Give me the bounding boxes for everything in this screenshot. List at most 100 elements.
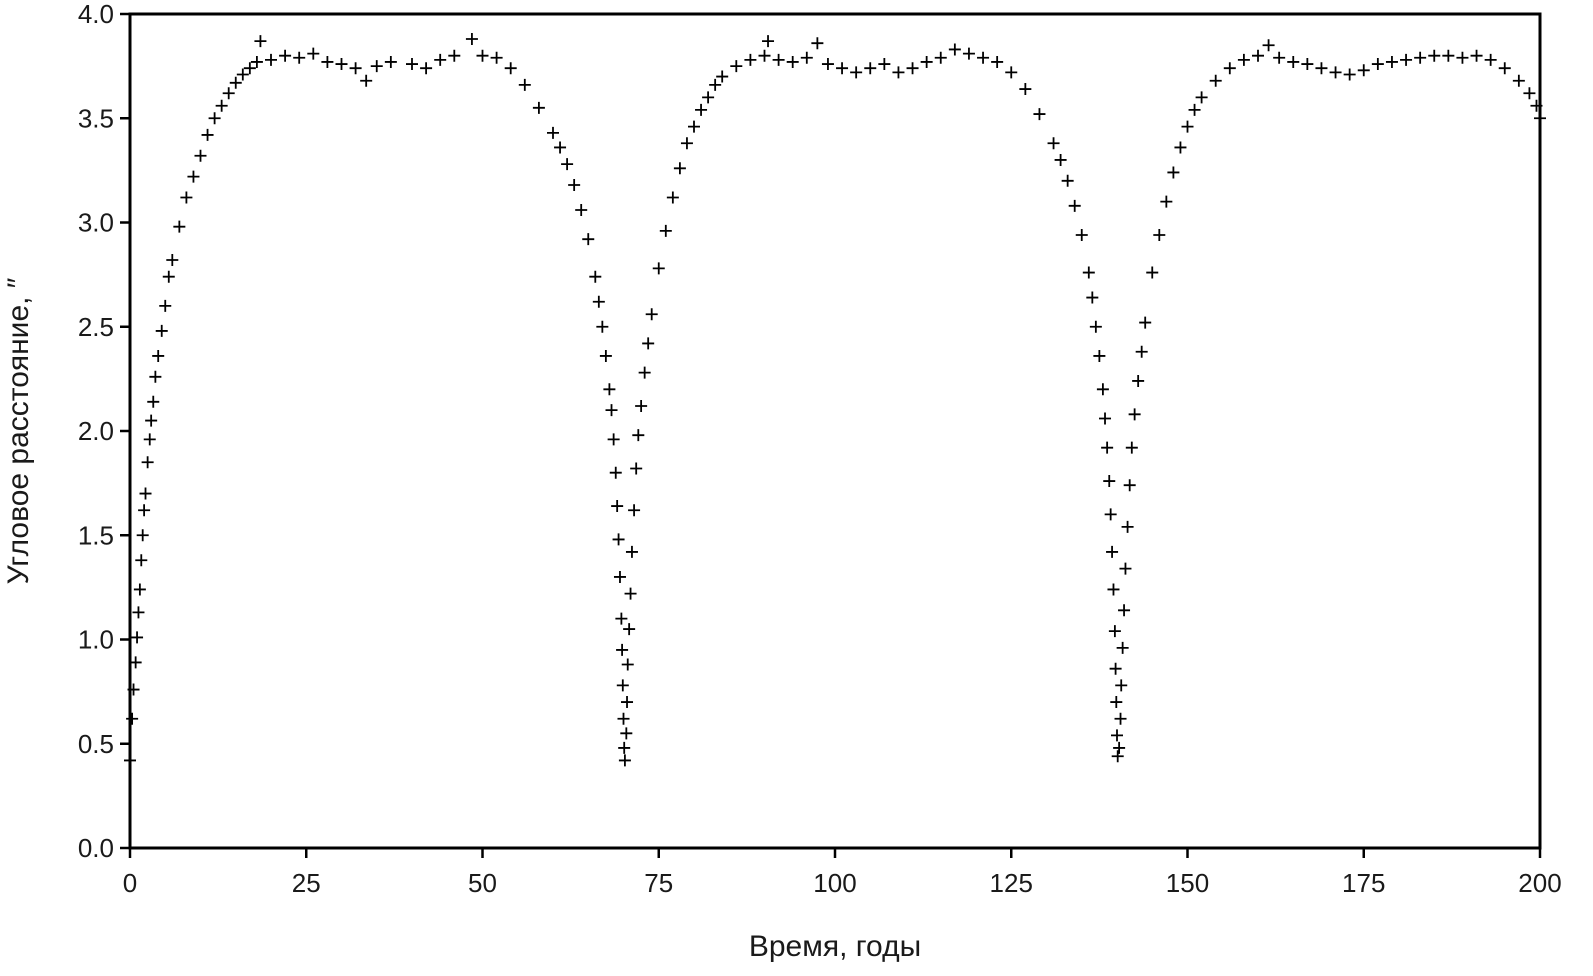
y-axis-title: Угловое расстояние, ″ — [2, 277, 35, 584]
data-point — [666, 191, 679, 204]
data-point — [811, 37, 824, 50]
x-axis-title: Время, годы — [749, 930, 921, 963]
data-point — [152, 349, 165, 362]
data-point — [1047, 137, 1060, 150]
data-point — [652, 262, 665, 275]
data-point — [1110, 696, 1123, 709]
data-point — [229, 76, 242, 89]
data-point — [1106, 545, 1119, 558]
data-point — [892, 66, 905, 79]
data-point — [293, 51, 306, 64]
data-point — [621, 696, 634, 709]
data-point — [1096, 383, 1109, 396]
data-point — [621, 658, 634, 671]
data-point — [1109, 662, 1122, 675]
data-point — [762, 35, 775, 48]
data-point — [758, 49, 771, 62]
data-point — [609, 466, 622, 479]
y-tick-label: 4.0 — [78, 0, 114, 29]
data-point — [126, 712, 139, 725]
y-tick-label: 0.5 — [78, 729, 114, 759]
data-point — [1287, 55, 1300, 68]
data-point — [1484, 53, 1497, 66]
x-tick-label: 100 — [813, 868, 856, 898]
data-point — [611, 500, 624, 513]
data-point — [1146, 266, 1159, 279]
data-point — [265, 53, 277, 66]
data-point — [1188, 103, 1201, 116]
data-point — [1153, 229, 1166, 242]
data-point — [1470, 49, 1483, 62]
data-point — [599, 349, 612, 362]
data-point — [138, 504, 151, 517]
data-point — [1114, 712, 1127, 725]
data-point — [991, 55, 1004, 68]
data-point — [878, 58, 891, 71]
data-point — [1104, 508, 1117, 521]
data-point — [1428, 49, 1441, 62]
x-tick-label: 150 — [1166, 868, 1209, 898]
data-point — [243, 62, 256, 75]
data-point — [582, 233, 595, 246]
data-point — [618, 754, 631, 767]
data-point — [702, 91, 715, 104]
data-point — [349, 62, 362, 75]
data-point — [1101, 441, 1114, 454]
data-point — [139, 487, 152, 500]
data-point — [605, 404, 618, 417]
data-point — [628, 504, 641, 517]
data-point — [592, 295, 605, 308]
data-point — [215, 99, 228, 112]
data-point — [568, 178, 581, 191]
data-point — [575, 203, 588, 216]
data-point — [1209, 74, 1222, 87]
data-point — [635, 399, 648, 412]
data-point — [638, 366, 651, 379]
data-point — [688, 120, 700, 133]
data-point — [906, 62, 919, 75]
data-point — [1115, 679, 1128, 692]
data-point — [1132, 374, 1145, 387]
data-point — [1181, 120, 1194, 133]
data-point — [236, 68, 249, 81]
data-point — [1512, 74, 1525, 87]
data-point — [920, 55, 933, 68]
data-point — [465, 33, 478, 46]
data-point — [162, 270, 175, 283]
data-point — [1116, 641, 1129, 654]
x-tick-label: 75 — [644, 868, 673, 898]
data-point — [744, 53, 757, 66]
data-point — [149, 370, 162, 383]
data-point — [934, 51, 947, 64]
data-point — [642, 337, 655, 350]
data-point — [420, 62, 433, 75]
data-point — [1400, 53, 1413, 66]
data-point — [518, 78, 531, 91]
data-point — [532, 101, 545, 114]
x-tick-label: 0 — [123, 868, 137, 898]
data-point — [1054, 153, 1067, 166]
data-point — [434, 53, 447, 66]
data-point — [136, 529, 149, 542]
data-point — [1107, 583, 1120, 596]
data-point — [616, 679, 629, 692]
data-point — [1118, 604, 1131, 617]
data-point — [612, 533, 625, 546]
data-point — [250, 55, 263, 68]
data-point — [159, 299, 172, 312]
data-point — [173, 220, 186, 233]
plot-frame — [128, 12, 1542, 850]
data-point — [630, 462, 643, 475]
data-point — [141, 456, 154, 469]
data-point — [623, 623, 636, 636]
data-point — [1167, 166, 1180, 179]
y-tick-label: 2.0 — [78, 416, 114, 446]
data-point — [836, 62, 849, 75]
data-point — [821, 58, 834, 71]
data-point — [1033, 108, 1046, 121]
data-point — [321, 55, 334, 68]
data-point — [147, 395, 160, 408]
data-point — [616, 643, 629, 656]
data-point — [254, 35, 267, 48]
